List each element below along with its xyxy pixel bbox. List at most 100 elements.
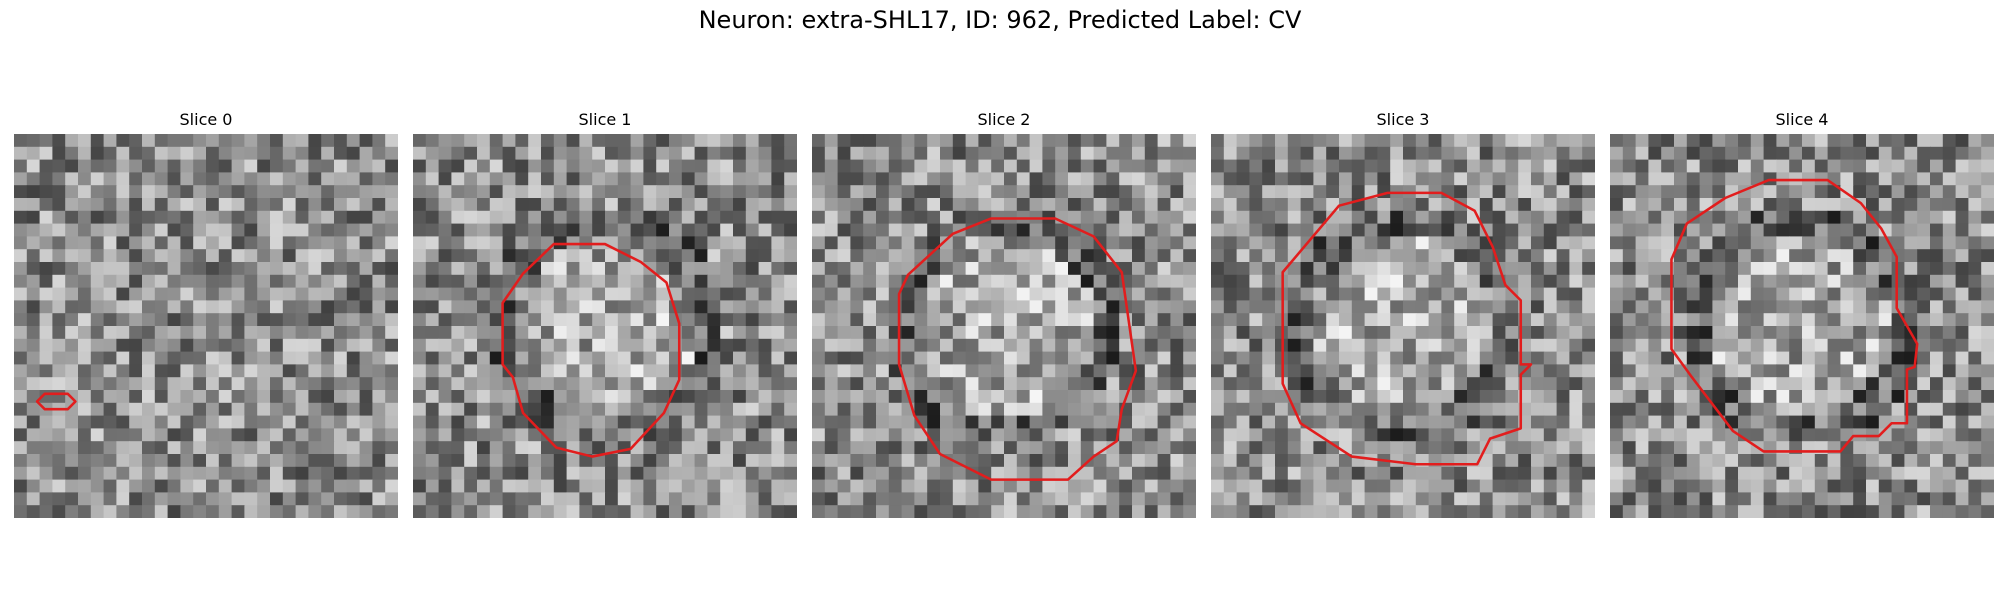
pixel	[784, 466, 797, 481]
pixel	[346, 274, 361, 289]
pixel	[1635, 351, 1650, 366]
pixel	[52, 479, 66, 494]
pixel	[1262, 364, 1276, 378]
pixel	[643, 505, 657, 518]
pixel	[1428, 326, 1443, 340]
pixel	[52, 428, 66, 442]
pixel	[154, 479, 169, 494]
pixel	[1712, 185, 1726, 199]
pixel	[1814, 338, 1829, 353]
pixel	[1981, 198, 1994, 212]
pixel	[1351, 505, 1366, 518]
pixel	[771, 441, 785, 455]
pixel	[52, 313, 66, 327]
pixel	[771, 390, 785, 404]
pixel	[129, 428, 143, 442]
pixel	[129, 377, 143, 391]
pixel	[129, 274, 143, 289]
pixel	[824, 505, 839, 518]
pixel	[1789, 146, 1803, 161]
pixel	[733, 466, 747, 481]
pixel	[745, 364, 760, 378]
pixel	[270, 249, 284, 263]
pixel	[1339, 415, 1353, 430]
pixel	[1467, 262, 1481, 276]
pixel	[579, 223, 593, 238]
pixel	[39, 198, 54, 212]
pixel	[1377, 159, 1391, 174]
pixel	[850, 338, 864, 353]
pixel	[605, 249, 619, 263]
pixel	[1377, 428, 1391, 442]
pixel	[1582, 326, 1595, 340]
pixel	[707, 185, 721, 199]
pixel	[1211, 326, 1225, 340]
pixel	[502, 351, 517, 366]
pixel	[1674, 377, 1688, 391]
pixel	[52, 441, 66, 455]
pixel	[758, 351, 773, 366]
pixel	[914, 505, 928, 518]
pixel	[863, 185, 877, 199]
pixel	[103, 159, 118, 174]
pixel	[758, 338, 773, 353]
pixel	[489, 364, 504, 378]
pixel	[1776, 185, 1790, 199]
pixel	[308, 428, 322, 442]
pixel	[334, 185, 348, 199]
pixel	[39, 223, 54, 238]
pixel	[1556, 428, 1571, 442]
pixel	[850, 172, 864, 186]
pixel	[1750, 351, 1765, 366]
pixel	[1750, 466, 1765, 481]
pixel	[78, 338, 92, 353]
pixel	[784, 134, 797, 148]
pixel	[1262, 185, 1276, 199]
pixel	[1415, 236, 1430, 250]
pixel	[39, 313, 54, 327]
pixel	[707, 351, 721, 366]
pixel	[1042, 402, 1056, 417]
pixel	[863, 466, 877, 481]
pixel	[1236, 415, 1251, 430]
pixel	[1738, 300, 1752, 314]
pixel	[991, 479, 1005, 494]
pixel	[142, 390, 156, 404]
pixel	[978, 198, 992, 212]
pixel	[771, 479, 785, 494]
pixel	[129, 300, 143, 314]
pixel	[1853, 185, 1867, 199]
pixel	[129, 351, 143, 366]
pixel	[477, 249, 491, 263]
pixel	[1789, 159, 1803, 174]
pixel	[1543, 210, 1558, 225]
pixel	[1556, 441, 1571, 455]
pixel	[837, 338, 852, 353]
pixel	[1674, 326, 1688, 340]
pixel	[78, 326, 92, 340]
pixel	[758, 210, 773, 225]
pixel	[694, 402, 709, 417]
pixel	[334, 134, 348, 148]
pixel	[14, 479, 28, 494]
pixel	[1492, 146, 1507, 161]
pixel	[1119, 236, 1133, 250]
pixel	[1454, 479, 1468, 494]
pixel	[346, 364, 361, 378]
pixel	[413, 402, 427, 417]
pixel	[1917, 479, 1931, 494]
pixel	[1635, 313, 1650, 327]
pixel	[1403, 326, 1417, 340]
pixel	[1531, 313, 1545, 327]
pixel	[1622, 326, 1637, 340]
pixel	[1917, 210, 1931, 225]
pixel	[1275, 134, 1289, 148]
pixel	[1505, 172, 1519, 186]
pixel	[1661, 223, 1675, 238]
pixel	[1016, 492, 1031, 506]
pixel	[206, 402, 220, 417]
pixel	[206, 390, 220, 404]
pixel	[784, 300, 797, 314]
pixel	[103, 326, 118, 340]
pixel	[952, 134, 967, 148]
